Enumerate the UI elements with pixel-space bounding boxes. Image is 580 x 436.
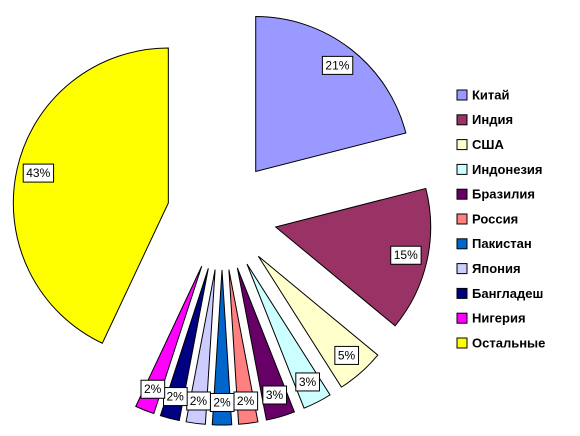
pie-slice [12,47,169,344]
legend-swatch [456,163,468,175]
data-label-box [140,379,166,399]
data-label: 2% [213,395,231,409]
data-label: 2% [144,382,162,396]
data-label: 2% [166,390,184,404]
legend-swatch [456,188,468,200]
legend-swatch [456,213,468,225]
legend-label: Остальные [472,335,545,350]
pie-slice [211,269,233,426]
pie-slice [255,16,407,173]
legend-swatch [456,139,468,151]
legend-swatch [456,287,468,299]
legend-label: Бразилия [472,187,535,202]
pie-slice [185,269,216,425]
pie-slice [135,265,203,415]
pie-slice [228,269,259,425]
legend-swatch [456,114,468,126]
legend-label: Пакистан [472,236,532,251]
legend-swatch [456,263,468,275]
legend-label: Индия [472,112,513,127]
pie-slice [274,187,432,327]
data-label: 5% [338,348,356,362]
data-label: 2% [190,394,208,408]
pie [12,16,432,426]
pie-slice [159,268,209,422]
legend-label: Бангладеш [472,286,543,301]
data-label: 15% [394,248,418,262]
legend-swatch [456,337,468,349]
data-label: 43% [26,166,50,180]
data-label-box [321,55,354,75]
data-label: 2% [237,394,255,408]
data-label-box [22,163,55,183]
pie-slice [246,263,331,409]
legend: Китай Индия США Индонезия Бразилия Россия Паки… [456,87,545,350]
data-label-box [390,245,422,265]
data-label-box [334,345,360,365]
data-label: 21% [325,58,349,72]
legend-label: Китай [472,87,510,102]
legend-swatch [456,89,468,101]
legend-label: Нигерия [472,311,526,326]
data-label: 3% [266,388,284,402]
data-label: 3% [299,375,317,389]
legend-swatch [456,238,468,250]
legend-label: Россия [472,211,518,226]
legend-swatch [456,312,468,324]
data-label-box [295,372,320,392]
legend-label: США [472,137,504,152]
pie-slice [236,267,296,421]
legend-label: Япония [472,261,521,276]
data-label-box [262,385,288,405]
data-labels: 21% 15% 5% 3% 3% 2% 2% 2% 2% 2% 43% [22,55,422,412]
legend-label: Индонезия [472,162,543,177]
